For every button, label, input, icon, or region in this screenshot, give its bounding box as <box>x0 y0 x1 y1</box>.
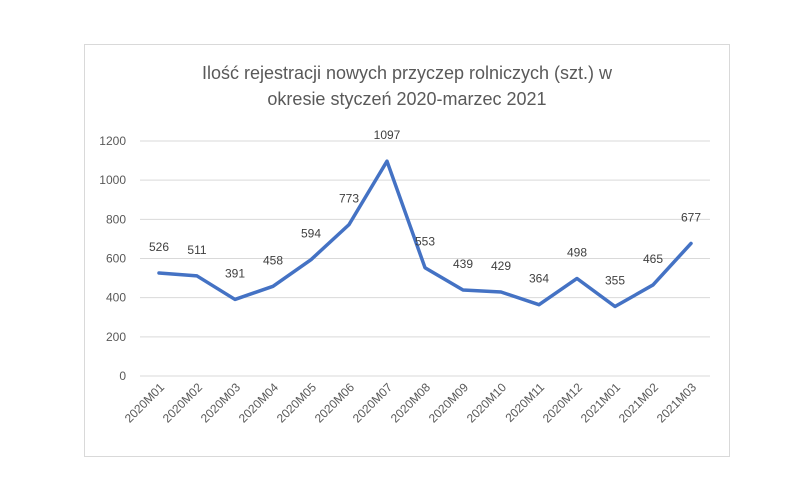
data-label: 526 <box>149 240 169 254</box>
y-axis-tick-labels: 0 200 400 600 800 1000 1200 <box>99 134 126 383</box>
x-tick-label: 2020M02 <box>160 380 206 426</box>
data-label: 355 <box>605 273 625 287</box>
series-line <box>157 159 693 309</box>
x-tick-label: 2020M07 <box>350 380 396 426</box>
x-tick-label: 2020M05 <box>274 380 320 426</box>
x-tick-label: 2020M04 <box>236 380 282 426</box>
x-tick-label: 2020M06 <box>312 380 358 426</box>
y-tick-label: 200 <box>106 330 126 344</box>
x-tick-label: 2020M01 <box>122 380 168 426</box>
series-line <box>157 159 693 309</box>
y-tick-label: 800 <box>106 212 126 226</box>
data-label: 511 <box>187 243 206 257</box>
x-tick-label: 2021M02 <box>616 380 662 426</box>
data-label: 1097 <box>374 128 401 142</box>
data-label: 458 <box>263 253 283 267</box>
y-tick-label: 400 <box>106 291 126 305</box>
y-tick-label: 1000 <box>99 173 126 187</box>
data-label: 465 <box>643 252 663 266</box>
y-tick-label: 1200 <box>99 134 126 148</box>
y-tick-label: 0 <box>119 369 126 383</box>
x-tick-label: 2020M03 <box>198 380 244 426</box>
data-label: 498 <box>567 245 587 259</box>
data-label: 391 <box>225 266 245 280</box>
x-tick-label: 2020M08 <box>388 380 434 426</box>
data-label: 553 <box>415 235 435 249</box>
data-label: 677 <box>681 210 701 224</box>
x-axis-tick-labels: 2020M012020M022020M032020M042020M052020M… <box>122 380 700 426</box>
x-tick-label: 2021M03 <box>654 380 700 426</box>
data-label: 439 <box>453 257 473 271</box>
data-label: 773 <box>339 192 359 206</box>
data-label: 594 <box>301 227 321 241</box>
chart-title: Ilość rejestracji nowych przyczep rolnic… <box>201 63 613 109</box>
x-tick-label: 2020M12 <box>540 380 586 426</box>
y-tick-label: 600 <box>106 252 126 266</box>
data-label: 429 <box>491 259 511 273</box>
gridlines <box>140 140 710 377</box>
x-tick-label: 2020M11 <box>502 380 547 425</box>
chart-area <box>84 44 730 457</box>
data-labels: 526 511 391 458 594 773 1097 553 439 429 364 498 355… <box>149 128 701 287</box>
data-label: 364 <box>529 272 549 286</box>
x-tick-label: 2020M09 <box>426 380 472 426</box>
x-tick-label: 2021M01 <box>578 380 624 426</box>
x-tick-label: 2020M10 <box>464 380 510 426</box>
